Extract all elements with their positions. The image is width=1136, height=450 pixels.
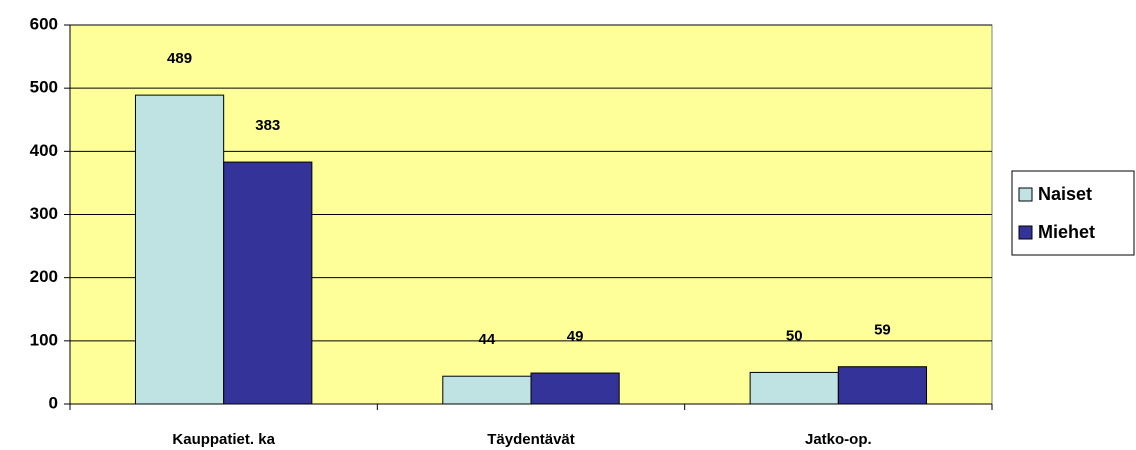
legend-swatch [1018, 225, 1033, 240]
x-tick-label: Jatko-op. [805, 431, 872, 448]
legend-swatch [1018, 187, 1033, 202]
data-label: 489 [167, 50, 192, 67]
y-tick-label: 300 [30, 204, 58, 223]
data-label: 44 [479, 331, 496, 348]
bar [837, 366, 928, 405]
y-tick-label: 100 [30, 330, 58, 349]
bar [749, 371, 839, 405]
legend-label: Miehet [1038, 222, 1095, 242]
data-label: 59 [874, 322, 891, 339]
bar [134, 94, 225, 405]
y-tick-label: 600 [30, 14, 58, 33]
y-tick-label: 500 [30, 78, 58, 97]
data-label: 49 [567, 328, 584, 345]
legend-label: Naiset [1038, 184, 1092, 204]
bar [530, 372, 620, 405]
y-tick-label: 0 [49, 393, 58, 412]
legend [1011, 170, 1135, 256]
data-label: 50 [786, 327, 803, 344]
data-label: 383 [255, 117, 280, 134]
bar [223, 161, 313, 405]
y-tick-label: 200 [30, 267, 58, 286]
x-tick-label: Kauppatiet. ka [172, 431, 275, 448]
x-tick-label: Täydentävät [487, 431, 575, 448]
y-tick-label: 400 [30, 141, 58, 160]
bar [442, 375, 532, 405]
